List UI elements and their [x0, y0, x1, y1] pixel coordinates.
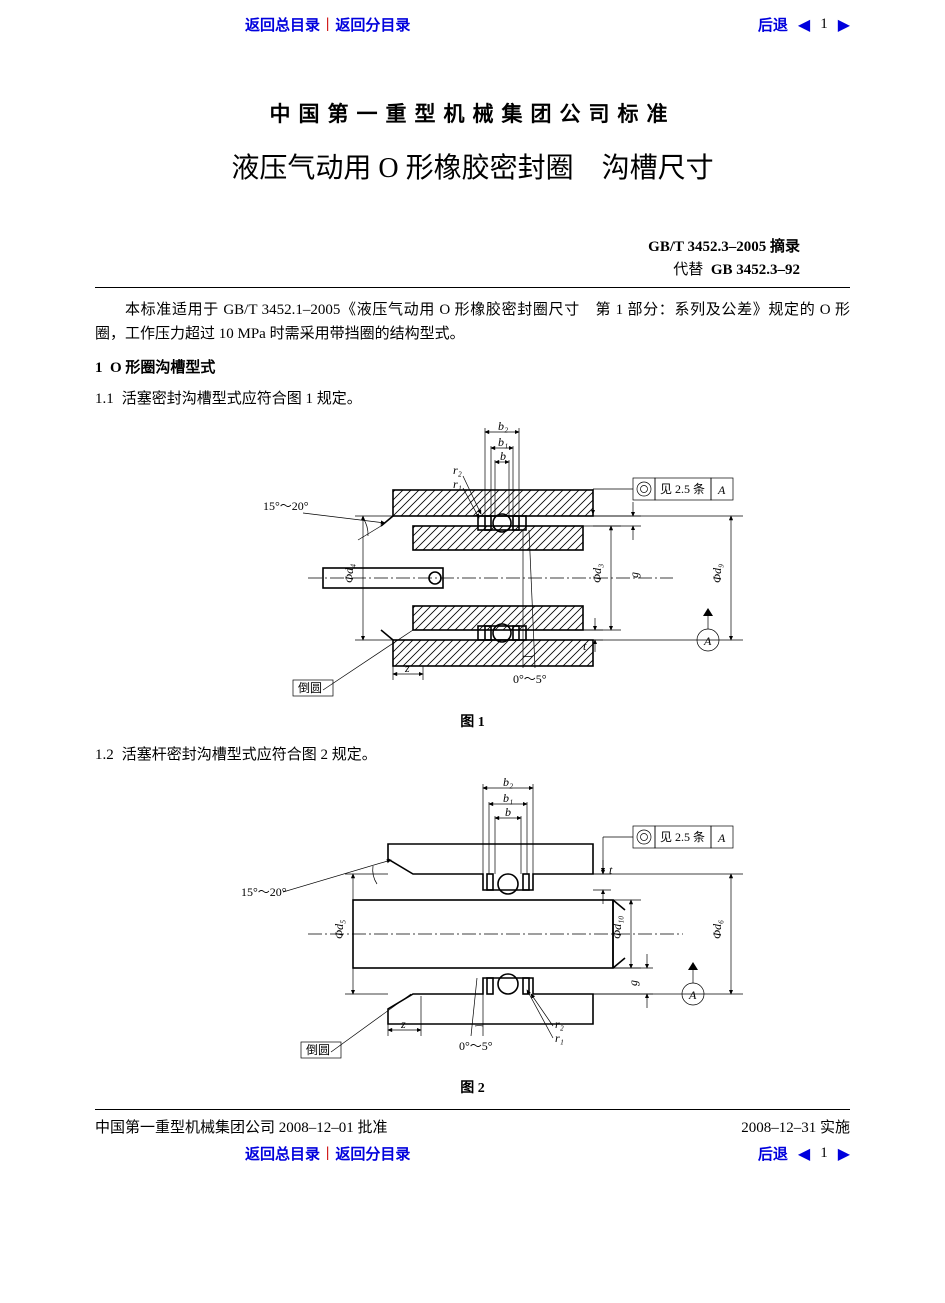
back-link-bottom[interactable]: 后退 [758, 1143, 788, 1164]
s11-num: 1.1 [95, 391, 114, 407]
nav-separator-bottom: | [326, 1145, 329, 1162]
fig1-d3: Φd₃ [590, 564, 604, 583]
fig2-angle2: 0°～5° [459, 1039, 493, 1053]
fig2-z: z [400, 1017, 406, 1031]
org-title: 中国第一重型机械集团公司标准 [95, 98, 850, 128]
doc-title: 液压气动用 O 形橡胶密封圈沟槽尺寸 [95, 146, 850, 186]
page-content: 中国第一重型机械集团公司标准 液压气动用 O 形橡胶密封圈沟槽尺寸 GB/T 3… [0, 98, 945, 1141]
fig1-d4: Φd₄ [342, 564, 356, 583]
std-old: GB 3452.3–92 [711, 262, 800, 278]
fig1-angle1: 15°～20° [263, 499, 309, 513]
rule-top [95, 287, 850, 288]
bottom-nav: 返回总目录 | 返回分目录 后退 ◀ 1 ▶ [0, 1141, 945, 1172]
footer-right: 2008–12–31 实施 [741, 1116, 850, 1137]
s1-title: O 形圈沟槽型式 [110, 360, 215, 376]
section-1-head: 1 O 形圈沟槽型式 [95, 356, 850, 377]
s12-num: 1.2 [95, 747, 114, 763]
top-nav: 返回总目录 | 返回分目录 后退 ◀ 1 ▶ [0, 0, 945, 43]
back-link[interactable]: 后退 [758, 14, 788, 35]
figure-2: b₂ b₁ b 15°～20° Φd₅ Φd₁₀ Φd₆ [95, 774, 850, 1069]
sub-toc-link-bottom[interactable]: 返回分目录 [335, 1143, 410, 1164]
s1-num: 1 [95, 360, 103, 376]
nav-right-bottom: 后退 ◀ 1 ▶ [758, 1143, 850, 1164]
title-part-a: 液压气动用 O 形橡胶密封圈 [231, 153, 573, 184]
fig2-d5: Φd₅ [332, 920, 346, 939]
fig1-r1: r₁ [453, 477, 462, 491]
footer: 中国第一重型机械集团公司 2008–12–01 批准 2008–12–31 实施 [95, 1109, 850, 1141]
standard-reference: GB/T 3452.3–2005 摘录 代替 GB 3452.3–92 [95, 236, 850, 281]
replace-label: 代替 [673, 262, 703, 278]
fig1-r2: r₂ [453, 463, 462, 477]
fig2-caption: 图 2 [95, 1077, 850, 1097]
footer-left: 中国第一重型机械集团公司 2008–12–01 批准 [95, 1116, 388, 1137]
subsection-1-2: 1.2 活塞杆密封沟槽型式应符合图 2 规定。 [95, 743, 850, 764]
fig2-b1: b₁ [503, 791, 513, 805]
fig1-z: z [404, 661, 410, 675]
fig2-r2: r₂ [555, 1017, 564, 1031]
fig2-b: b [505, 805, 511, 819]
fig2-b2: b₂ [503, 775, 513, 789]
prev-page-icon-bottom[interactable]: ◀ [798, 1144, 810, 1164]
fig2-chamfer: 倒圆 [306, 1043, 330, 1057]
page-number-bottom: 1 [820, 1145, 828, 1162]
fig1-angle2: 0°～5° [513, 672, 547, 686]
s11-text: 活塞密封沟槽型式应符合图 1 规定。 [122, 391, 362, 407]
fig2-d10: Φd₁₀ [610, 916, 624, 939]
nav-left-bottom: 返回总目录 | 返回分目录 [245, 1143, 410, 1164]
fig1-g: g [627, 572, 641, 578]
fig2-angle1: 15°～20° [241, 885, 287, 899]
fig2-r1: r₁ [555, 1031, 564, 1045]
fig2-datum-A: A [688, 988, 697, 1002]
fig1-b2: b₂ [498, 419, 508, 433]
sub-toc-link[interactable]: 返回分目录 [335, 14, 410, 35]
page-number: 1 [820, 16, 828, 33]
intro-text: 本标准适用于 GB/T 3452.1–2005《液压气动用 O 形橡胶密封圈尺寸… [95, 298, 850, 346]
fig1-b1: b₁ [498, 435, 508, 449]
fig1-datum-A: A [703, 634, 712, 648]
figure-1: b₂ b₁ b r₂ r₁ 15°～20° 0°～5° 倒圆 [95, 418, 850, 703]
fig1-caption: 图 1 [95, 711, 850, 731]
nav-left: 返回总目录 | 返回分目录 [245, 14, 410, 35]
next-page-icon[interactable]: ▶ [838, 15, 850, 35]
fig2-g: g [626, 980, 640, 986]
fig2-d6: Φd₆ [710, 920, 724, 939]
fig1-d9: Φd₉ [710, 564, 724, 583]
main-toc-link[interactable]: 返回总目录 [245, 14, 320, 35]
fig1-note: 见 2.5 条 [660, 482, 705, 496]
fig2-note: 见 2.5 条 [660, 830, 705, 844]
next-page-icon-bottom[interactable]: ▶ [838, 1144, 850, 1164]
nav-separator: | [326, 16, 329, 33]
title-part-b: 沟槽尺寸 [602, 153, 714, 184]
nav-right: 后退 ◀ 1 ▶ [758, 14, 850, 35]
s12-text: 活塞杆密封沟槽型式应符合图 2 规定。 [122, 747, 377, 763]
fig2-A: A [717, 831, 726, 845]
main-toc-link-bottom[interactable]: 返回总目录 [245, 1143, 320, 1164]
fig1-b: b [500, 449, 506, 463]
std-new: GB/T 3452.3–2005 摘录 [648, 239, 800, 255]
prev-page-icon[interactable]: ◀ [798, 15, 810, 35]
fig1-chamfer: 倒圆 [298, 681, 322, 695]
fig2-t: t [609, 863, 613, 877]
fig1-A: A [717, 483, 726, 497]
subsection-1-1: 1.1 活塞密封沟槽型式应符合图 1 规定。 [95, 387, 850, 408]
